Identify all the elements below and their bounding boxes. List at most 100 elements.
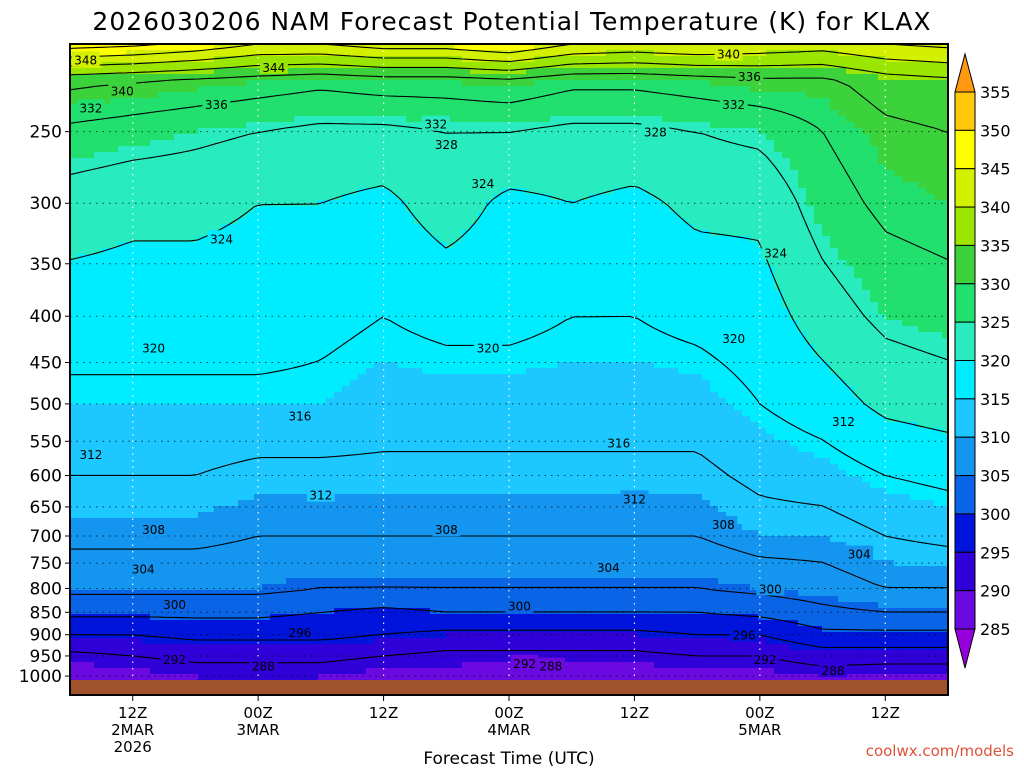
heatmap-cell xyxy=(462,290,471,297)
heatmap-cell xyxy=(382,170,391,177)
heatmap-cell xyxy=(254,104,263,111)
heatmap-cell xyxy=(334,146,343,153)
heatmap-cell xyxy=(294,272,303,279)
heatmap-cell xyxy=(350,314,359,321)
heatmap-cell xyxy=(870,224,879,231)
heatmap-cell xyxy=(902,128,911,135)
heatmap-cell xyxy=(350,188,359,195)
heatmap-cell xyxy=(542,206,551,213)
heatmap-cell xyxy=(374,314,383,321)
heatmap-cell xyxy=(582,80,591,87)
heatmap-cell xyxy=(902,230,911,237)
heatmap-cell xyxy=(518,308,527,315)
heatmap-cell xyxy=(358,80,367,87)
heatmap-cell xyxy=(230,56,239,63)
heatmap-cell xyxy=(846,104,855,111)
heatmap-cell xyxy=(70,194,79,201)
heatmap-cell xyxy=(526,80,535,87)
heatmap-cell xyxy=(454,218,463,225)
heatmap-cell xyxy=(734,290,743,297)
heatmap-cell xyxy=(542,260,551,267)
heatmap-cell xyxy=(158,134,167,141)
heatmap-cell xyxy=(478,86,487,93)
heatmap-cell xyxy=(446,236,455,243)
heatmap-cell xyxy=(718,254,727,261)
heatmap-cell xyxy=(142,200,151,207)
heatmap-cell xyxy=(606,134,615,141)
heatmap-cell xyxy=(102,200,111,207)
heatmap-cell xyxy=(350,128,359,135)
heatmap-cell xyxy=(366,50,375,57)
heatmap-cell xyxy=(910,236,919,243)
heatmap-cell xyxy=(574,290,583,297)
heatmap-cell xyxy=(286,266,295,273)
heatmap-cell xyxy=(406,206,415,213)
heatmap-cell xyxy=(102,80,111,87)
heatmap-cell xyxy=(494,122,503,129)
heatmap-cell xyxy=(894,182,903,189)
heatmap-cell xyxy=(334,68,343,75)
heatmap-cell xyxy=(558,104,567,111)
heatmap-cell xyxy=(614,278,623,285)
heatmap-cell xyxy=(302,272,311,279)
heatmap-cell xyxy=(534,308,543,315)
heatmap-cell xyxy=(214,182,223,189)
heatmap-cell xyxy=(726,230,735,237)
heatmap-cell xyxy=(406,92,415,99)
heatmap-cell xyxy=(246,176,255,183)
heatmap-cell xyxy=(870,212,879,219)
heatmap-cell xyxy=(542,290,551,297)
heatmap-cell xyxy=(718,218,727,225)
heatmap-cell xyxy=(478,242,487,249)
heatmap-cell xyxy=(638,86,647,93)
heatmap-cell xyxy=(734,92,743,99)
heatmap-cell xyxy=(166,140,175,147)
heatmap-cell xyxy=(846,212,855,219)
heatmap-cell xyxy=(662,242,671,249)
heatmap-cell xyxy=(854,236,863,243)
heatmap-cell xyxy=(654,242,663,249)
heatmap-cell xyxy=(598,152,607,159)
heatmap-cell xyxy=(478,80,487,87)
heatmap-cell xyxy=(806,224,815,231)
heatmap-cell xyxy=(350,290,359,297)
heatmap-cell xyxy=(830,254,839,261)
heatmap-cell xyxy=(894,104,903,111)
heatmap-cell xyxy=(342,188,351,195)
heatmap-cell xyxy=(454,290,463,297)
heatmap-cell xyxy=(510,206,519,213)
heatmap-cell xyxy=(374,116,383,123)
heatmap-cell xyxy=(358,248,367,255)
heatmap-cell xyxy=(678,266,687,273)
heatmap-cell xyxy=(758,80,767,87)
heatmap-cell xyxy=(398,242,407,249)
heatmap-cell xyxy=(782,278,791,285)
heatmap-cell xyxy=(878,194,887,201)
heatmap-cell xyxy=(430,206,439,213)
heatmap-cell xyxy=(862,44,871,51)
heatmap-cell xyxy=(182,134,191,141)
heatmap-cell xyxy=(654,74,663,81)
heatmap-cell xyxy=(870,44,879,51)
heatmap-cell xyxy=(406,158,415,165)
heatmap-cell xyxy=(550,260,559,267)
heatmap-cell xyxy=(366,98,375,105)
heatmap-cell xyxy=(806,98,815,105)
heatmap-cell xyxy=(614,146,623,153)
heatmap-cell xyxy=(734,248,743,255)
heatmap-cell xyxy=(886,308,895,315)
heatmap-cell xyxy=(582,176,591,183)
heatmap-cell xyxy=(430,44,439,51)
heatmap-cell xyxy=(854,128,863,135)
heatmap-cell xyxy=(710,272,719,279)
heatmap-cell xyxy=(710,290,719,297)
heatmap-cell xyxy=(502,248,511,255)
heatmap-cell xyxy=(926,92,935,99)
heatmap-cell xyxy=(606,296,615,303)
heatmap-cell xyxy=(318,74,327,81)
heatmap-cell xyxy=(638,248,647,255)
heatmap-cell xyxy=(470,188,479,195)
heatmap-cell xyxy=(830,74,839,81)
heatmap-cell xyxy=(238,164,247,171)
heatmap-cell xyxy=(430,218,439,225)
